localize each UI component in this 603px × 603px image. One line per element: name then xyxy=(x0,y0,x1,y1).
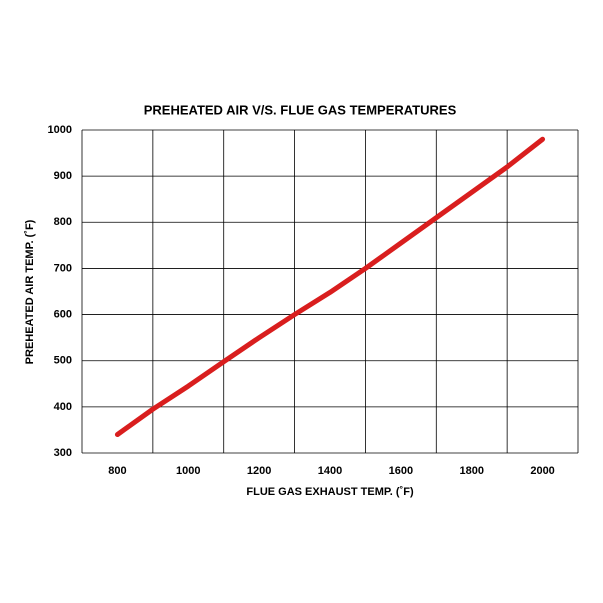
y-axis-label: PREHEATED AIR TEMP. (˚F) xyxy=(24,219,36,364)
x-tick-label: 1800 xyxy=(459,465,483,477)
y-tick-label: 500 xyxy=(54,355,72,367)
x-tick-label: 1200 xyxy=(247,465,271,477)
x-tick-label: 800 xyxy=(108,465,126,477)
y-tick-label: 900 xyxy=(54,170,72,182)
y-tick-label: 400 xyxy=(54,401,72,413)
x-tick-label: 2000 xyxy=(530,465,554,477)
x-axis-label: FLUE GAS EXHAUST TEMP. (˚F) xyxy=(246,486,414,498)
chart-title: PREHEATED AIR V/S. FLUE GAS TEMPERATURES xyxy=(144,102,457,117)
y-tick-label: 800 xyxy=(54,216,72,228)
data-line xyxy=(114,136,546,438)
y-tick-label: 300 xyxy=(54,447,72,459)
x-tick-label: 1400 xyxy=(318,465,342,477)
x-tick-label: 1600 xyxy=(389,465,413,477)
x-tick-label: 1000 xyxy=(176,465,200,477)
y-tick-label: 600 xyxy=(54,308,72,320)
y-tick-label: 700 xyxy=(54,262,72,274)
y-tick-label: 1000 xyxy=(48,124,72,136)
